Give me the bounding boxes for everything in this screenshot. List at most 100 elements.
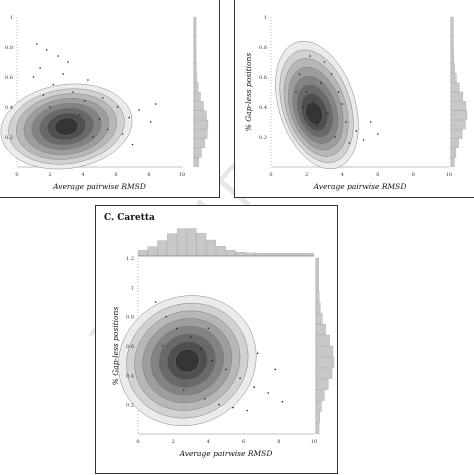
x-histogram-bar — [167, 234, 176, 256]
x-tick-label: 10 — [311, 439, 317, 445]
y-histogram-bar — [194, 73, 197, 82]
chart-bottom: 0 2 4 6 8 100.20.40.60.811.2Average pairwise … — [96, 206, 339, 475]
y-histogram-bar — [194, 120, 208, 129]
y-histogram-bar — [451, 111, 467, 120]
y-histogram-bar — [316, 401, 321, 412]
y-histogram-bar — [194, 17, 196, 26]
y-histogram-bar — [194, 148, 201, 157]
data-point — [36, 43, 38, 45]
y-histogram-bar — [451, 92, 463, 101]
data-point — [183, 389, 185, 391]
y-histogram-bar — [194, 64, 196, 73]
x-tick-label: 8 — [277, 439, 280, 445]
data-point — [165, 316, 167, 318]
data-point — [201, 348, 203, 350]
data-point — [33, 76, 35, 78]
panel-top-right: 0 2 4 6 8 10 0.2 0.4 0.6 0.8 1 Average pairwise RMS… — [234, 0, 474, 198]
y-tick-label: 0.6 — [5, 75, 13, 81]
y-histogram-bar — [451, 55, 454, 64]
data-point — [299, 73, 301, 75]
data-point — [43, 94, 45, 96]
data-point — [295, 91, 297, 93]
x-tick-label: 10 — [446, 172, 452, 178]
chart-title: C. Caretta — [104, 213, 155, 223]
x-tick-label: 0 — [136, 439, 139, 445]
y-histogram-bar — [194, 26, 196, 35]
y-histogram-bar — [316, 346, 333, 357]
data-point — [246, 410, 248, 412]
x-histogram-bar — [265, 253, 274, 256]
y-histogram-bar — [194, 111, 206, 120]
data-point — [320, 82, 322, 84]
data-point — [211, 360, 213, 362]
data-point — [67, 61, 69, 63]
x-histogram-bar — [216, 246, 225, 256]
data-point — [274, 369, 276, 371]
y-tick-label: 1 — [131, 285, 134, 291]
x-tick-label: 6 — [376, 172, 379, 178]
data-point — [313, 100, 315, 102]
data-point — [204, 398, 206, 400]
x-histogram-bar — [246, 253, 255, 256]
y-histogram-bar — [451, 73, 456, 82]
y-histogram-bar — [451, 130, 462, 139]
data-point — [334, 136, 336, 138]
data-point — [162, 345, 164, 347]
x-histogram-bar — [294, 253, 303, 256]
x-histogram-bar — [177, 229, 186, 256]
x-tick-label: 6 — [242, 439, 245, 445]
x-tick-label: 8 — [412, 172, 415, 178]
data-point — [282, 401, 284, 403]
y-tick-label: 0.8 — [126, 315, 134, 321]
y-histogram-bar — [316, 302, 320, 313]
x-tick-label: 2 — [305, 172, 308, 178]
data-point — [327, 112, 329, 114]
y-histogram-bar — [316, 357, 334, 368]
data-point — [345, 121, 347, 123]
x-tick-label: 4 — [341, 172, 344, 178]
y-histogram-bar — [451, 101, 466, 110]
x-tick-label: 0 — [15, 172, 18, 178]
data-point — [155, 103, 157, 105]
data-point — [132, 144, 134, 146]
x-histogram-bar — [285, 253, 294, 256]
y-tick-label: 0.4 — [5, 105, 13, 111]
data-point — [218, 404, 220, 406]
data-point — [267, 392, 269, 394]
data-point — [239, 377, 241, 379]
x-histogram-bar — [197, 233, 206, 256]
data-point — [49, 106, 51, 108]
x-tick-label: 6 — [114, 172, 117, 178]
x-tick-label: 2 — [172, 439, 175, 445]
y-histogram-bar — [451, 45, 454, 54]
data-point — [128, 117, 130, 119]
data-point — [324, 61, 326, 63]
y-tick-label: 1 — [10, 15, 13, 21]
y-histogram-bar — [316, 313, 322, 324]
y-tick-label: 0.6 — [259, 75, 267, 81]
panel-bottom: 0 2 4 6 8 10 0.2 0.4 0.6 0.8 1 1.2 Average pairwise … — [95, 205, 338, 474]
data-point — [150, 121, 152, 123]
data-point — [39, 67, 41, 69]
data-point — [57, 55, 59, 57]
y-histogram-bar — [451, 36, 453, 45]
y-histogram-bar — [316, 335, 330, 346]
data-point — [72, 91, 74, 93]
x-histogram-bar — [304, 253, 313, 256]
data-point — [122, 133, 124, 135]
y-histogram-bar — [451, 17, 453, 26]
y-histogram-bar — [316, 368, 332, 379]
data-point — [309, 55, 311, 57]
y-axis-label: % Gap-less positions — [111, 307, 120, 386]
y-histogram-bar — [194, 158, 199, 167]
y-axis-label: % Gap-less positions — [244, 53, 253, 132]
y-histogram-bar — [316, 324, 326, 335]
y-histogram-bar — [316, 280, 319, 291]
y-histogram-bar — [194, 139, 205, 148]
y-tick-label: 0.6 — [126, 344, 134, 350]
y-tick-label: 0.4 — [126, 373, 134, 379]
y-histogram-bar — [451, 64, 455, 73]
data-point — [117, 106, 119, 108]
y-tick-label: 1 — [264, 15, 267, 21]
data-point — [377, 133, 379, 135]
